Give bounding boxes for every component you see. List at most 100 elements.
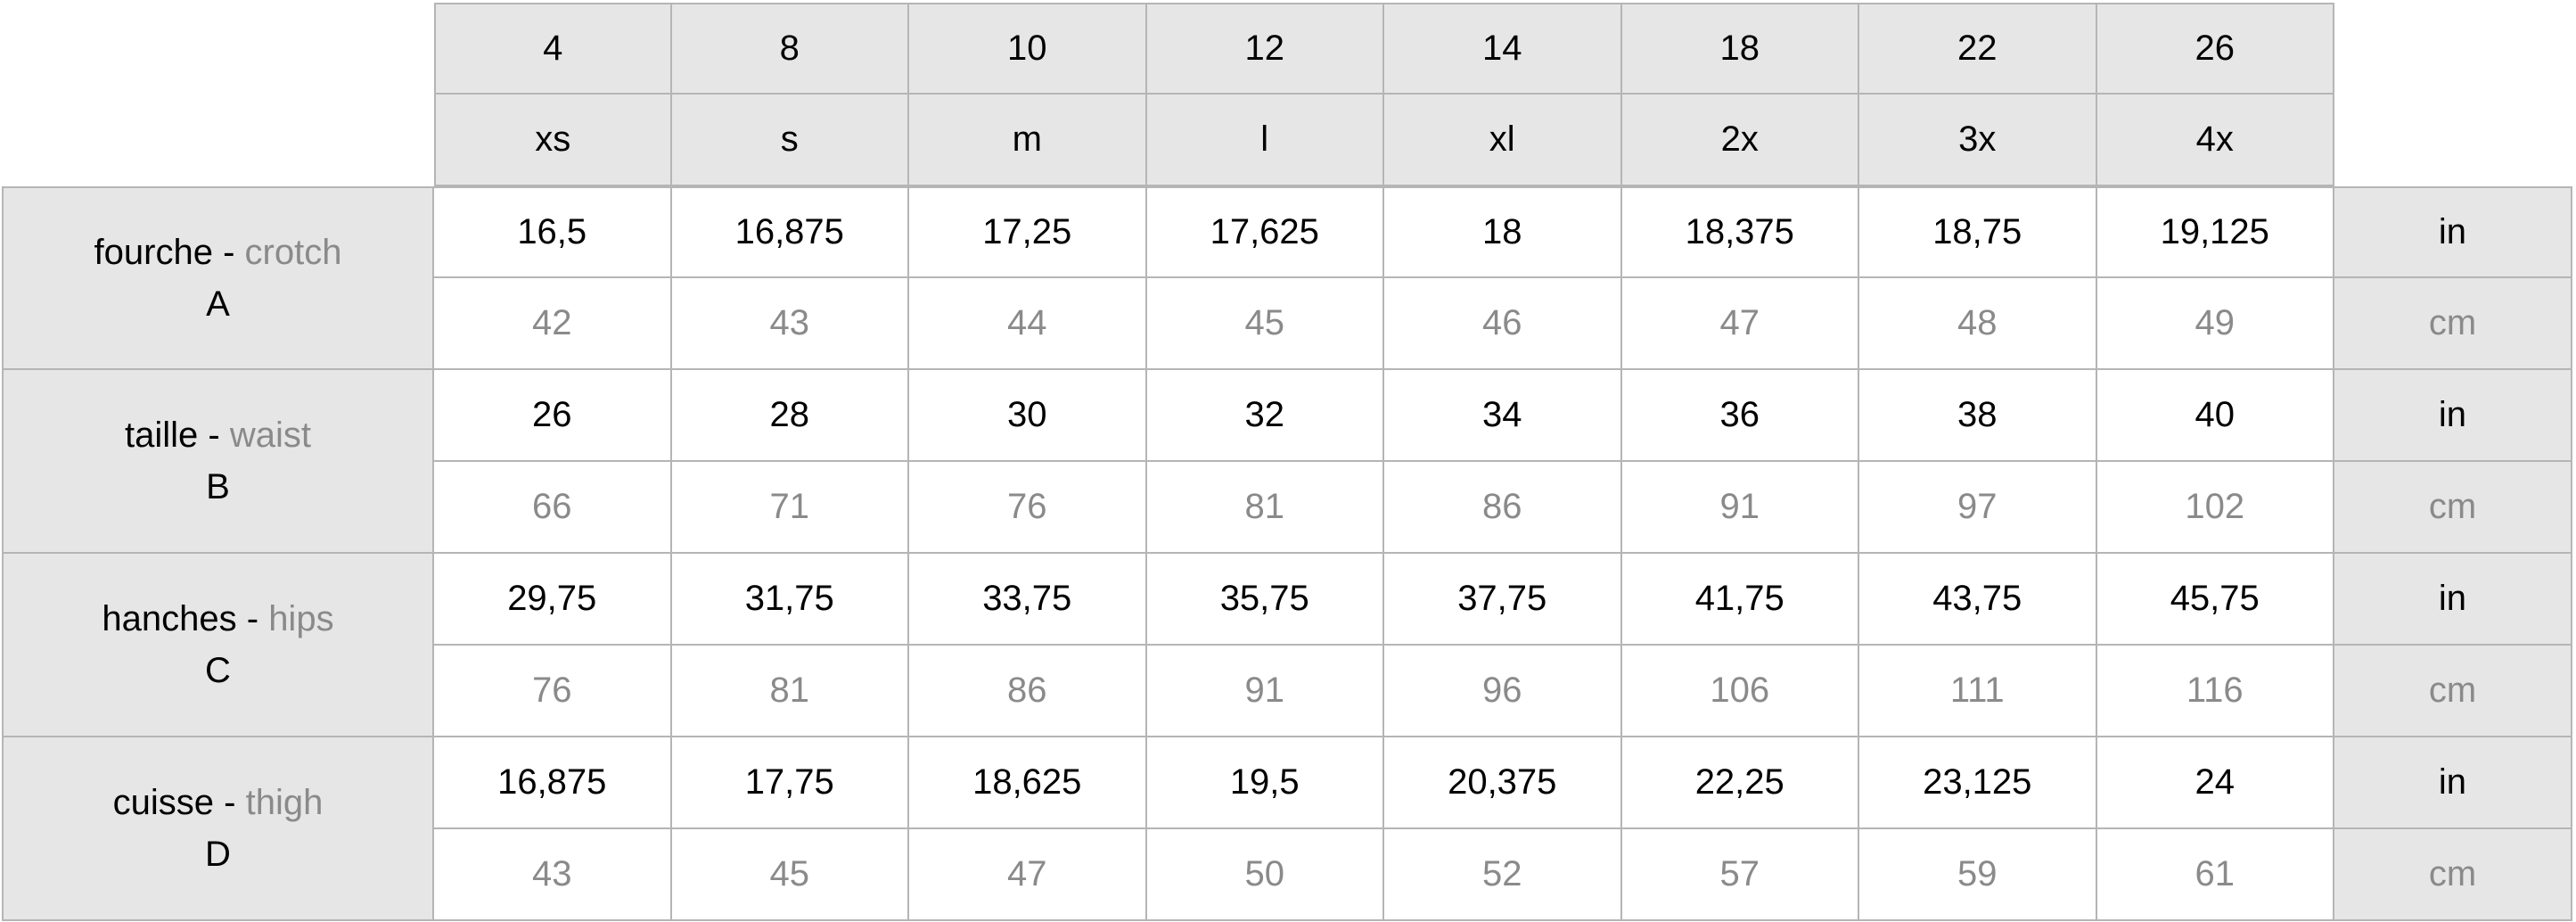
- size-chart-table: 4 8 10 12 14 18 22 26 xs s m l xl 2x 3x 4x fourche - cro…: [2, 3, 2572, 921]
- corner-blank: [2, 3, 434, 95]
- header-sizes-letter: 4x: [2096, 95, 2334, 186]
- value-cm: 59: [1859, 829, 2097, 921]
- value-cm: 66: [434, 462, 672, 554]
- measurement-letter: C: [205, 651, 231, 690]
- label-en: crotch: [244, 233, 342, 272]
- value-in: 19,5: [1146, 737, 1384, 829]
- value-in: 41,75: [1621, 554, 1859, 646]
- measurement-name: fourche - crotch: [94, 226, 342, 278]
- value-in: 16,5: [434, 186, 672, 278]
- label-fr: hanches: [102, 599, 237, 638]
- value-cm: 96: [1384, 646, 1622, 737]
- label-sep: -: [236, 599, 269, 638]
- value-in: 40: [2096, 370, 2334, 462]
- value-cm: 91: [1621, 462, 1859, 554]
- value-cm: 43: [434, 829, 672, 921]
- measurement-letter: A: [206, 284, 230, 324]
- value-in: 18,625: [909, 737, 1147, 829]
- value-cm: 43: [671, 278, 909, 370]
- value-in: 31,75: [671, 554, 909, 646]
- value-in: 45,75: [2096, 554, 2334, 646]
- label-sep: -: [212, 233, 245, 272]
- value-in: 28: [671, 370, 909, 462]
- value-in: 19,125: [2096, 186, 2334, 278]
- value-cm: 47: [909, 829, 1147, 921]
- unit-label-in: in: [2334, 554, 2572, 646]
- unit-label-in: in: [2334, 737, 2572, 829]
- value-in: 18,75: [1859, 186, 2097, 278]
- value-in: 32: [1146, 370, 1384, 462]
- measurement-label: taille - waist B: [2, 370, 434, 554]
- value-cm: 45: [671, 829, 909, 921]
- value-cm: 116: [2096, 646, 2334, 737]
- value-in: 38: [1859, 370, 2097, 462]
- header-sizes-numeric: 18: [1621, 3, 1859, 95]
- header-sizes-letter: 2x: [1621, 95, 1859, 186]
- measurement-letter: D: [205, 835, 231, 874]
- value-in: 37,75: [1384, 554, 1622, 646]
- label-en: hips: [268, 599, 334, 638]
- value-in: 16,875: [434, 737, 672, 829]
- value-in: 20,375: [1384, 737, 1622, 829]
- label-fr: fourche: [94, 233, 213, 272]
- value-in: 30: [909, 370, 1147, 462]
- corner-blank: [2334, 3, 2572, 95]
- measurement-name: hanches - hips: [102, 593, 333, 645]
- label-sep: -: [198, 416, 230, 455]
- value-in: 35,75: [1146, 554, 1384, 646]
- value-in: 29,75: [434, 554, 672, 646]
- value-cm: 42: [434, 278, 672, 370]
- header-sizes-letter: xs: [434, 95, 672, 186]
- header-sizes-letter: l: [1146, 95, 1384, 186]
- value-in: 16,875: [671, 186, 909, 278]
- value-cm: 91: [1146, 646, 1384, 737]
- value-cm: 81: [671, 646, 909, 737]
- value-in: 34: [1384, 370, 1622, 462]
- value-cm: 81: [1146, 462, 1384, 554]
- value-cm: 50: [1146, 829, 1384, 921]
- header-sizes-numeric: 8: [671, 3, 909, 95]
- value-in: 23,125: [1859, 737, 2097, 829]
- value-in: 43,75: [1859, 554, 2097, 646]
- value-in: 26: [434, 370, 672, 462]
- header-sizes-numeric: 22: [1859, 3, 2097, 95]
- value-in: 17,625: [1146, 186, 1384, 278]
- corner-blank: [2, 95, 434, 186]
- unit-label-cm: cm: [2334, 829, 2572, 921]
- measurement-letter: B: [206, 467, 230, 506]
- value-cm: 61: [2096, 829, 2334, 921]
- value-cm: 48: [1859, 278, 2097, 370]
- value-cm: 71: [671, 462, 909, 554]
- label-en: waist: [229, 416, 311, 455]
- value-in: 17,75: [671, 737, 909, 829]
- unit-label-cm: cm: [2334, 278, 2572, 370]
- header-sizes-letter: 3x: [1859, 95, 2097, 186]
- value-in: 22,25: [1621, 737, 1859, 829]
- value-cm: 97: [1859, 462, 2097, 554]
- header-sizes-letter: s: [671, 95, 909, 186]
- value-cm: 47: [1621, 278, 1859, 370]
- value-cm: 49: [2096, 278, 2334, 370]
- unit-label-in: in: [2334, 370, 2572, 462]
- unit-label-cm: cm: [2334, 462, 2572, 554]
- value-cm: 111: [1859, 646, 2097, 737]
- header-sizes-numeric: 12: [1146, 3, 1384, 95]
- header-sizes-numeric: 4: [434, 3, 672, 95]
- value-in: 24: [2096, 737, 2334, 829]
- value-in: 18,375: [1621, 186, 1859, 278]
- value-cm: 44: [909, 278, 1147, 370]
- value-in: 18: [1384, 186, 1622, 278]
- header-sizes-letter: m: [909, 95, 1147, 186]
- measurement-label: fourche - crotch A: [2, 186, 434, 370]
- value-cm: 46: [1384, 278, 1622, 370]
- value-in: 33,75: [909, 554, 1147, 646]
- measurement-label: cuisse - thigh D: [2, 737, 434, 921]
- value-cm: 106: [1621, 646, 1859, 737]
- measurement-name: cuisse - thigh: [113, 777, 324, 828]
- label-fr: cuisse: [112, 783, 215, 822]
- measurement-name: taille - waist: [125, 409, 311, 461]
- value-cm: 102: [2096, 462, 2334, 554]
- corner-blank: [2334, 95, 2572, 186]
- value-cm: 86: [1384, 462, 1622, 554]
- value-in: 36: [1621, 370, 1859, 462]
